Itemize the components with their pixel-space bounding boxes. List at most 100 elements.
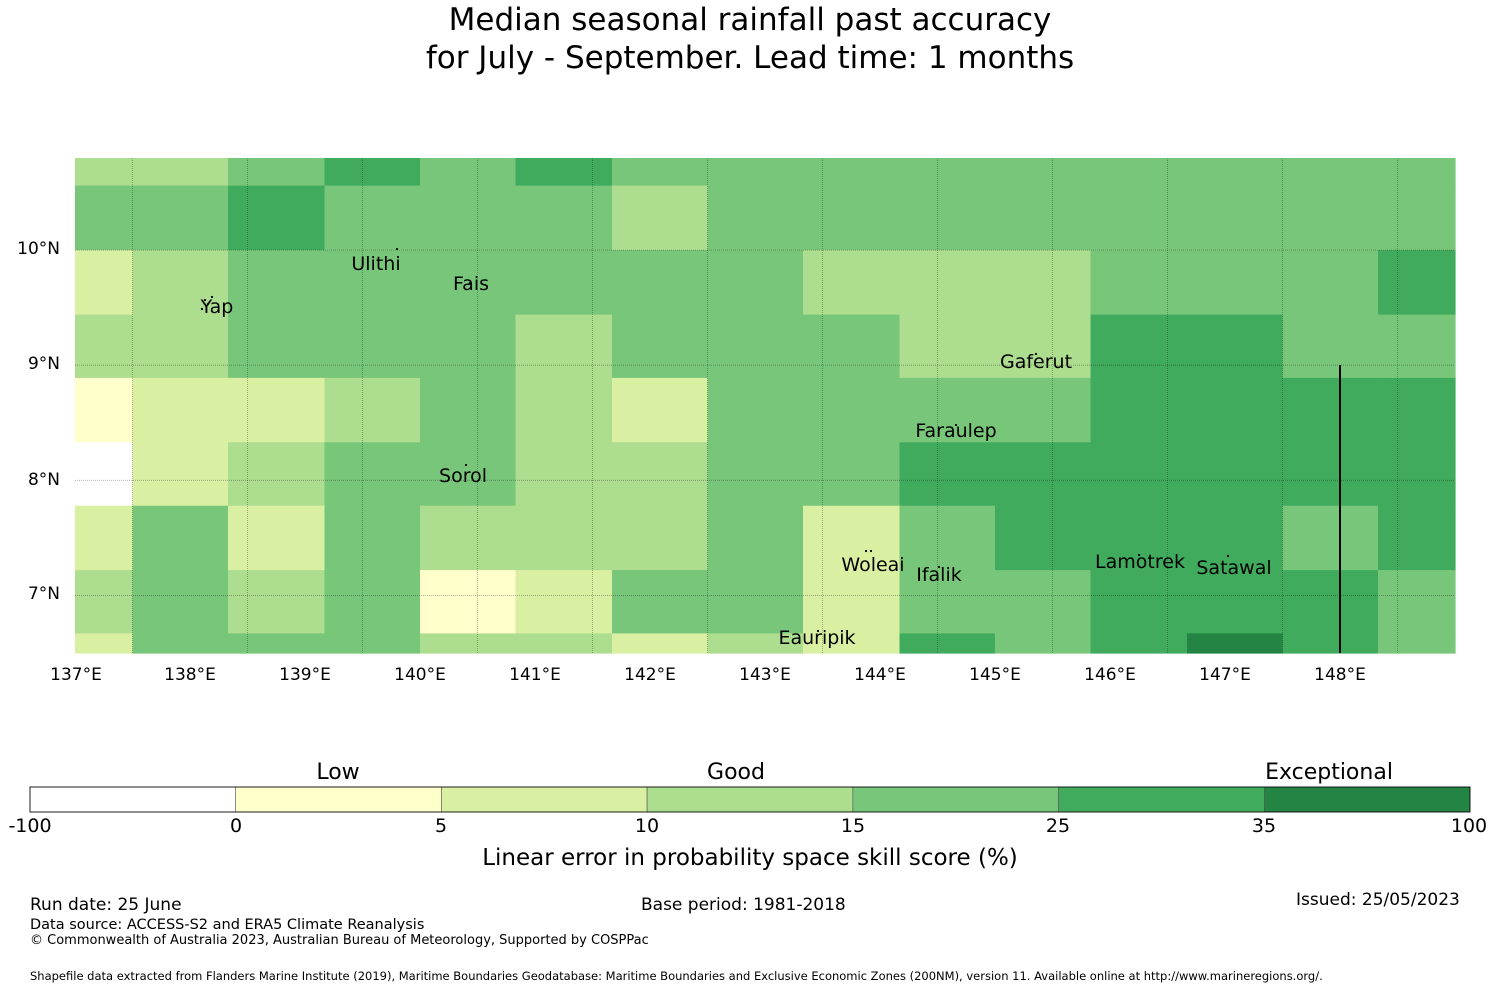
grid-cell [75, 505, 134, 571]
colorbar-tick-15: 15 [840, 815, 866, 837]
place-label-satawal: Satawal [1196, 557, 1272, 579]
grid-cell [324, 570, 421, 634]
grid-cell [1378, 442, 1456, 507]
grid-cell [420, 377, 517, 443]
grid-cell [420, 505, 517, 571]
lon-tick-137e: 137°E [50, 665, 102, 685]
grid-cell [132, 250, 229, 316]
grid-cell [995, 314, 1092, 379]
grid-cell [132, 158, 229, 187]
lat-tick-10n: 10°N [17, 239, 60, 259]
grid-cell [228, 158, 326, 187]
grid-cell [324, 442, 421, 507]
grid-cell [1378, 633, 1456, 654]
colorbar-tick-25: 25 [1045, 815, 1071, 837]
place-label-ifalik: Ifalik [916, 564, 962, 586]
grid-cell [324, 158, 421, 187]
grid-cell [515, 158, 613, 187]
grid-cell [612, 570, 709, 634]
colorbar-tick-10: 10 [634, 815, 660, 837]
grid-cell [1282, 250, 1379, 316]
grid-cell [420, 633, 517, 654]
copyright: © Commonwealth of Australia 2023, Austra… [30, 933, 649, 948]
grid-cell [324, 314, 421, 379]
grid-cell [75, 570, 134, 634]
shapefile-credit: Shapefile data extracted from Flanders M… [30, 969, 1323, 983]
place-label-ulithi: Ulithi [351, 253, 401, 275]
grid-cell [1187, 377, 1284, 443]
lon-tick-138e: 138°E [164, 665, 216, 685]
island-mark [869, 549, 873, 553]
grid-cell [612, 505, 709, 571]
map-title: Median seasonal rainfall past accuracy f… [0, 1, 1500, 77]
grid-cell [1090, 505, 1188, 571]
grid-cell [1090, 314, 1188, 379]
grid-cell [132, 377, 229, 443]
grid-cell [707, 185, 804, 251]
grid-cell [995, 185, 1092, 251]
grid-cell [803, 185, 901, 251]
grid-cell [1282, 185, 1379, 251]
colorbar-segment [646, 786, 854, 813]
lon-tick-141e: 141°E [509, 665, 561, 685]
grid-cell [1090, 250, 1188, 316]
grid-cell [899, 314, 996, 379]
grid-cell [1378, 505, 1456, 571]
grid-cell [803, 314, 901, 379]
grid-cell [1187, 158, 1284, 187]
grid-cell [1282, 377, 1379, 443]
grid-cell [420, 442, 517, 507]
grid-cell [612, 377, 709, 443]
grid-cell [132, 442, 229, 507]
grid-cell [132, 314, 229, 379]
grid-cell [1282, 442, 1379, 507]
lat-tick-7n: 7°N [27, 584, 60, 604]
grid-cell [1187, 250, 1284, 316]
grid-cell [1090, 158, 1188, 187]
grid-cell [995, 570, 1092, 634]
grid-cell [899, 442, 996, 507]
grid-cell [1378, 314, 1456, 379]
grid-cell [803, 250, 901, 316]
skill-grid [75, 158, 1456, 654]
grid-cell [707, 250, 804, 316]
grid-cell [1282, 158, 1379, 187]
grid-cell [1282, 633, 1379, 654]
grid-cell [612, 158, 709, 187]
grid-cell [899, 250, 996, 316]
grid-cell [515, 250, 613, 316]
data-source: Data source: ACCESS-S2 and ERA5 Climate … [30, 917, 425, 933]
grid-cell [75, 377, 134, 443]
lat-tick-9n: 9°N [27, 354, 60, 374]
grid-cell [899, 185, 996, 251]
island-mark [203, 298, 207, 302]
place-label-gaferut: Gaferut [999, 351, 1073, 373]
grid-cell [707, 314, 804, 379]
grid-cell [420, 570, 517, 634]
grid-cell [75, 185, 134, 251]
grid-cell [75, 633, 134, 654]
grid-cell [1090, 442, 1188, 507]
island-mark [468, 281, 472, 285]
grid-cell [515, 377, 613, 443]
grid-cell [132, 633, 229, 654]
grid-cell [228, 633, 326, 654]
grid-cell [1090, 633, 1188, 654]
colorbar-tick--100: -100 [8, 815, 52, 837]
grid-cell [707, 570, 804, 634]
grid-cell [995, 250, 1092, 316]
grid-cell [612, 185, 709, 251]
grid-cell [707, 505, 804, 571]
place-label-eauripik: Eauripik [778, 627, 856, 649]
grid-cell [899, 570, 996, 634]
grid-cell [899, 158, 996, 187]
island-mark [1034, 352, 1038, 356]
place-label-yap: Yap [200, 296, 234, 318]
grid-cell [803, 633, 901, 654]
island-mark [395, 247, 399, 251]
grid-cell [324, 633, 421, 654]
grid-cell [132, 505, 229, 571]
island-mark [206, 302, 210, 306]
lon-tick-139e: 139°E [279, 665, 331, 685]
grid-cell [324, 185, 421, 251]
